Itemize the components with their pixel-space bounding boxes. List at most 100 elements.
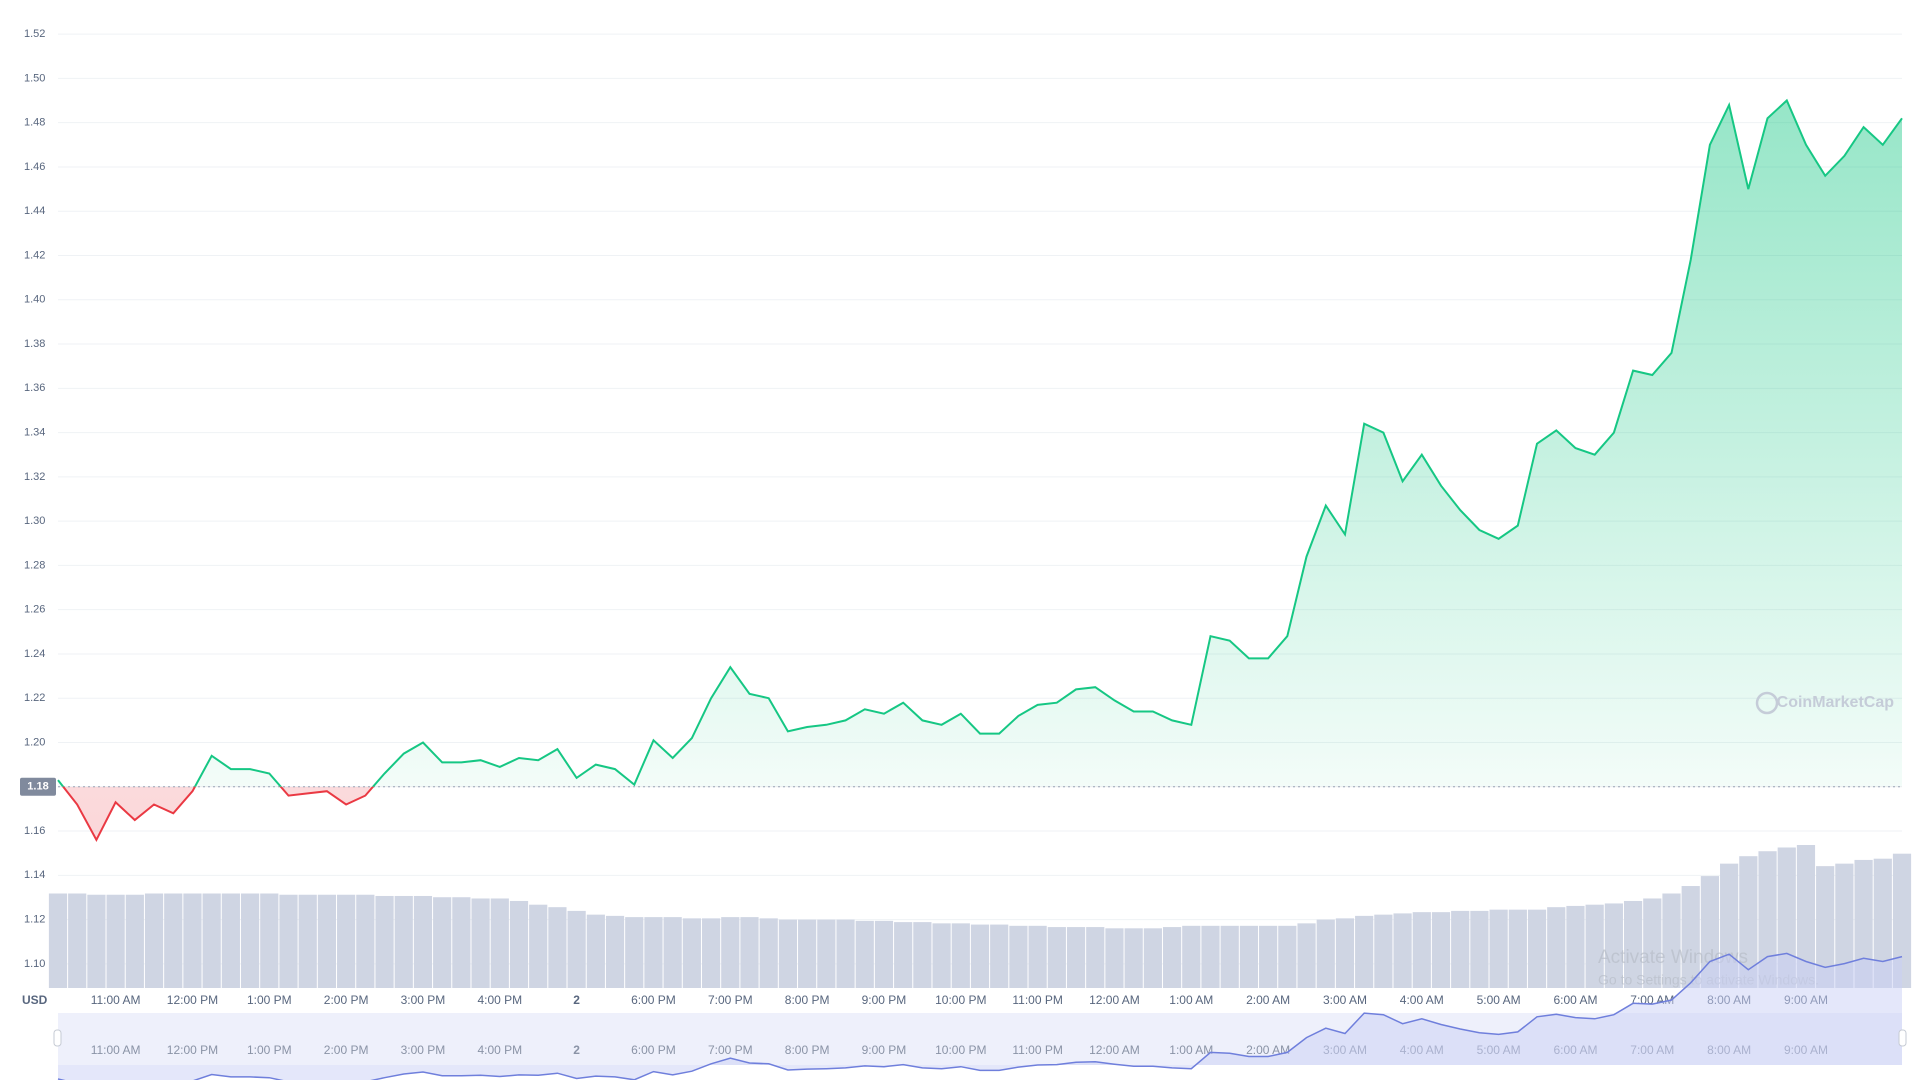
x-tick-label: 1:00 AM	[1169, 993, 1213, 1007]
y-tick-label: 1.42	[24, 249, 45, 261]
navigator-handle[interactable]	[1898, 1029, 1907, 1047]
volume-bar	[529, 904, 548, 988]
navigator-tick-label: 12:00 PM	[167, 1043, 218, 1057]
volume-bar	[260, 893, 279, 988]
y-tick-label: 1.10	[24, 958, 45, 970]
volume-bar	[1585, 904, 1604, 988]
volume-bar	[317, 894, 337, 988]
y-tick-label: 1.12	[24, 913, 45, 925]
volume-bar	[1566, 905, 1585, 988]
volume-bar	[1066, 927, 1086, 988]
y-axis-unit: USD	[22, 993, 48, 1007]
volume-bar	[1220, 925, 1239, 988]
volume-bar	[1623, 900, 1643, 988]
volume-bar	[990, 924, 1009, 988]
price-line-up	[57, 98, 1903, 787]
volume-bar	[1239, 925, 1259, 988]
volume-bar	[625, 917, 644, 988]
volume-bar	[567, 910, 586, 988]
volume-bar	[1162, 927, 1182, 988]
y-tick-label: 1.16	[24, 825, 45, 837]
volume-bar	[1547, 907, 1566, 988]
x-tick-label: 1:00 PM	[247, 993, 292, 1007]
x-tick-label: 3:00 AM	[1323, 993, 1367, 1007]
navigator-handle[interactable]	[53, 1029, 62, 1047]
volume-bar	[970, 924, 990, 988]
x-tick-label: 10:00 PM	[935, 993, 986, 1007]
volume-bar	[1527, 909, 1547, 988]
volume-bar	[1374, 914, 1393, 988]
y-tick-label: 1.20	[24, 736, 45, 748]
volume-bar	[778, 919, 798, 988]
volume-bar	[1777, 847, 1796, 988]
y-tick-label: 1.46	[24, 161, 45, 173]
volume-bar	[1047, 927, 1066, 988]
volume-bar	[1086, 927, 1105, 988]
volume-bar	[1643, 898, 1662, 988]
y-tick-label: 1.40	[24, 294, 45, 306]
navigator-tick-label: 12:00 AM	[1089, 1043, 1140, 1057]
volume-bar	[1681, 886, 1700, 988]
volume-bar	[413, 895, 433, 988]
navigator-tick-label: 1:00 PM	[247, 1043, 292, 1057]
volume-bar	[740, 917, 759, 988]
volume-bar	[221, 893, 240, 988]
y-tick-label: 1.34	[24, 426, 45, 438]
volume-bar	[701, 918, 721, 988]
volume-bar	[48, 893, 68, 988]
volume-bar	[1259, 925, 1278, 988]
volume-bar	[817, 919, 836, 988]
navigator-tick-label: 7:00 PM	[708, 1043, 753, 1057]
volume-bar	[1182, 925, 1201, 988]
navigator-tick-label: 10:00 PM	[935, 1043, 986, 1057]
volume-bar	[1816, 866, 1835, 988]
volume-bar	[337, 894, 356, 988]
volume-bar	[509, 900, 529, 988]
volume-bar	[605, 915, 625, 988]
volume-bar	[1124, 928, 1143, 988]
volume-bar	[932, 923, 951, 988]
navigator-tick-label: 9:00 PM	[862, 1043, 907, 1057]
price-area-up	[58, 100, 1902, 787]
volume-bar	[279, 894, 298, 988]
x-tick-label: 8:00 PM	[785, 993, 830, 1007]
volume-bar	[759, 918, 778, 988]
watermark: CoinMarketCap	[1777, 694, 1895, 711]
x-tick-label: 7:00 PM	[708, 993, 753, 1007]
navigator-tick-label: 3:00 PM	[401, 1043, 446, 1057]
volume-bar	[125, 894, 144, 988]
volume-bar	[240, 893, 260, 988]
x-tick-label: 6:00 AM	[1553, 993, 1597, 1007]
reference-label: 1.18	[27, 781, 48, 793]
navigator-tick-label: 4:00 PM	[477, 1043, 522, 1057]
y-tick-label: 1.28	[24, 559, 45, 571]
x-tick-label: 5:00 AM	[1477, 993, 1521, 1007]
volume-bar	[1451, 910, 1470, 988]
y-tick-label: 1.38	[24, 338, 45, 350]
volume-bar	[1873, 858, 1892, 988]
volume-bar	[1835, 863, 1854, 988]
x-tick-label: 11:00 AM	[91, 993, 141, 1007]
volume-bar	[874, 920, 894, 988]
navigator-tick-label: 8:00 PM	[785, 1043, 830, 1057]
x-tick-label: 2:00 PM	[324, 993, 369, 1007]
volume-bar	[548, 907, 567, 988]
navigator-tick-label: 2	[573, 1043, 580, 1057]
volume-bar	[452, 897, 471, 988]
volume-bar	[1508, 909, 1527, 988]
y-tick-label: 1.48	[24, 117, 45, 129]
volume-bar	[663, 917, 682, 988]
volume-bar	[721, 917, 740, 988]
navigator-tick-label: 2:00 PM	[324, 1043, 369, 1057]
volume-bar	[586, 914, 605, 988]
y-tick-label: 1.44	[24, 205, 45, 217]
volume-bar	[1393, 913, 1412, 988]
volume-bar	[1758, 851, 1777, 988]
volume-bar	[913, 922, 932, 988]
volume-bar	[1892, 853, 1912, 988]
x-tick-label: 4:00 AM	[1400, 993, 1444, 1007]
volume-bar	[87, 894, 106, 988]
price-layer: 1.18	[20, 98, 1903, 843]
watermark-logo	[1755, 691, 1779, 715]
